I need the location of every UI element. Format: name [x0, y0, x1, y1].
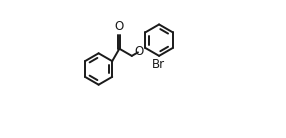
Text: O: O: [135, 45, 144, 58]
Text: Br: Br: [152, 58, 165, 71]
Text: O: O: [115, 20, 124, 33]
